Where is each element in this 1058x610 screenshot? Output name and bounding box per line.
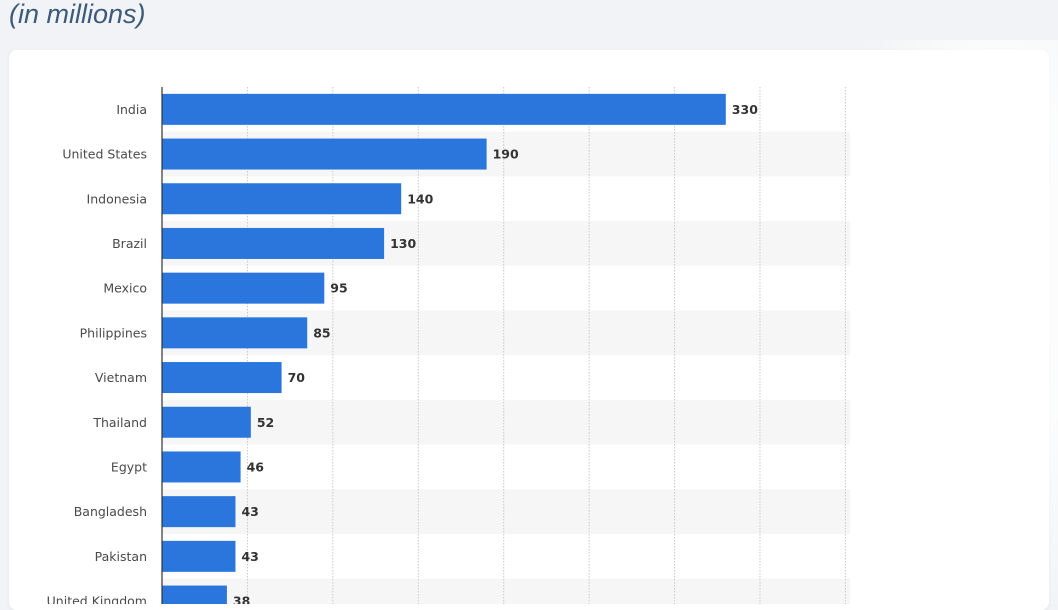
value-label: 43 xyxy=(241,549,258,564)
category-label: Bangladesh xyxy=(74,504,147,519)
value-label: 140 xyxy=(407,191,433,206)
value-label: 330 xyxy=(732,102,758,117)
value-label: 52 xyxy=(257,415,274,430)
value-label: 46 xyxy=(247,459,265,474)
category-labels: India United States Indonesia Brazil Mexico P… xyxy=(47,102,147,604)
value-labels: 330 190 140 130 95 85 70 52 46 43 43 38 xyxy=(233,102,758,604)
value-label: 190 xyxy=(493,147,519,162)
value-label: 38 xyxy=(233,594,250,604)
category-label: Indonesia xyxy=(87,191,147,206)
category-label: United States xyxy=(62,147,147,162)
category-label: United Kingdom xyxy=(47,594,147,604)
value-label: 95 xyxy=(330,281,347,296)
bar xyxy=(162,451,241,483)
bar xyxy=(162,317,308,349)
value-label: 70 xyxy=(288,370,306,385)
bar xyxy=(162,227,385,259)
bar xyxy=(162,138,487,170)
bar xyxy=(162,362,282,394)
row-band xyxy=(162,489,850,534)
category-label: Brazil xyxy=(112,236,147,251)
bar xyxy=(162,540,236,572)
row-band xyxy=(162,578,850,604)
row-band xyxy=(162,399,850,445)
category-label: Egypt xyxy=(111,459,147,474)
value-label: 43 xyxy=(241,504,258,519)
bar xyxy=(162,93,726,125)
category-label: India xyxy=(116,102,147,117)
category-label: Pakistan xyxy=(95,549,147,564)
value-label: 130 xyxy=(390,236,416,251)
category-label: Thailand xyxy=(92,415,147,430)
category-label: Mexico xyxy=(103,281,147,296)
bar xyxy=(162,406,251,438)
category-label: Philippines xyxy=(80,325,147,340)
bar xyxy=(162,183,402,215)
category-label: Vietnam xyxy=(95,370,147,385)
bar xyxy=(162,272,325,304)
chart-subtitle: (in millions) xyxy=(9,0,146,29)
value-label: 85 xyxy=(313,325,330,340)
bar xyxy=(162,585,227,604)
bar xyxy=(162,496,236,528)
bars xyxy=(162,93,726,604)
